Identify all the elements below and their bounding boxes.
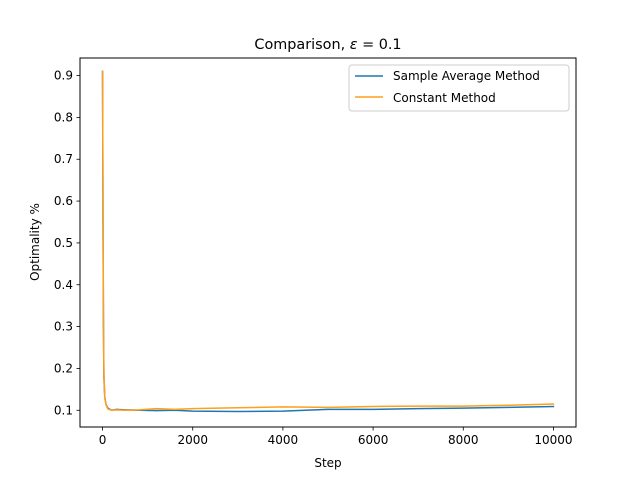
x-tick-label: 6000 — [358, 433, 389, 447]
legend-box — [348, 64, 570, 112]
x-axis-ticks: 0 2000 4000 6000 8000 10000 — [99, 427, 573, 447]
plot-lines — [101, 70, 555, 413]
x-tick-label: 0 — [99, 433, 107, 447]
y-tick-label: 0.4 — [54, 278, 73, 292]
x-tick-label: 4000 — [268, 433, 299, 447]
y-tick-label: 0.2 — [54, 361, 73, 375]
x-tick-label: 8000 — [448, 433, 479, 447]
y-tick-label: 0.5 — [54, 236, 73, 250]
y-tick-label: 0.9 — [54, 69, 73, 83]
y-tick-label: 0.7 — [54, 152, 73, 166]
y-tick-label: 0.1 — [54, 403, 73, 417]
title-symbol: ε — [350, 37, 358, 53]
y-tick-label: 0.6 — [54, 194, 73, 208]
x-axis-label: Step — [314, 456, 341, 470]
chart-title: Comparison, ε = 0.1 — [254, 37, 401, 53]
y-tick-label: 0.3 — [54, 320, 73, 334]
legend-label-sample-average: Sample Average Method — [393, 69, 540, 83]
plot-frame — [79, 57, 577, 428]
legend: Sample Average Method Constant Method — [348, 64, 570, 112]
title-prefix: Comparison, — [254, 37, 349, 53]
y-axis-ticks: 0.1 0.2 0.3 0.4 0.5 0.6 0.7 0.8 0.9 — [54, 69, 80, 417]
title-suffix: = 0.1 — [358, 37, 402, 53]
y-tick-label: 0.8 — [54, 110, 73, 124]
x-tick-label: 10000 — [534, 433, 572, 447]
x-tick-label: 2000 — [177, 433, 208, 447]
series-line-1 — [101, 70, 555, 412]
legend-label-constant: Constant Method — [393, 91, 496, 105]
y-axis-label: Optimality % — [28, 203, 42, 281]
